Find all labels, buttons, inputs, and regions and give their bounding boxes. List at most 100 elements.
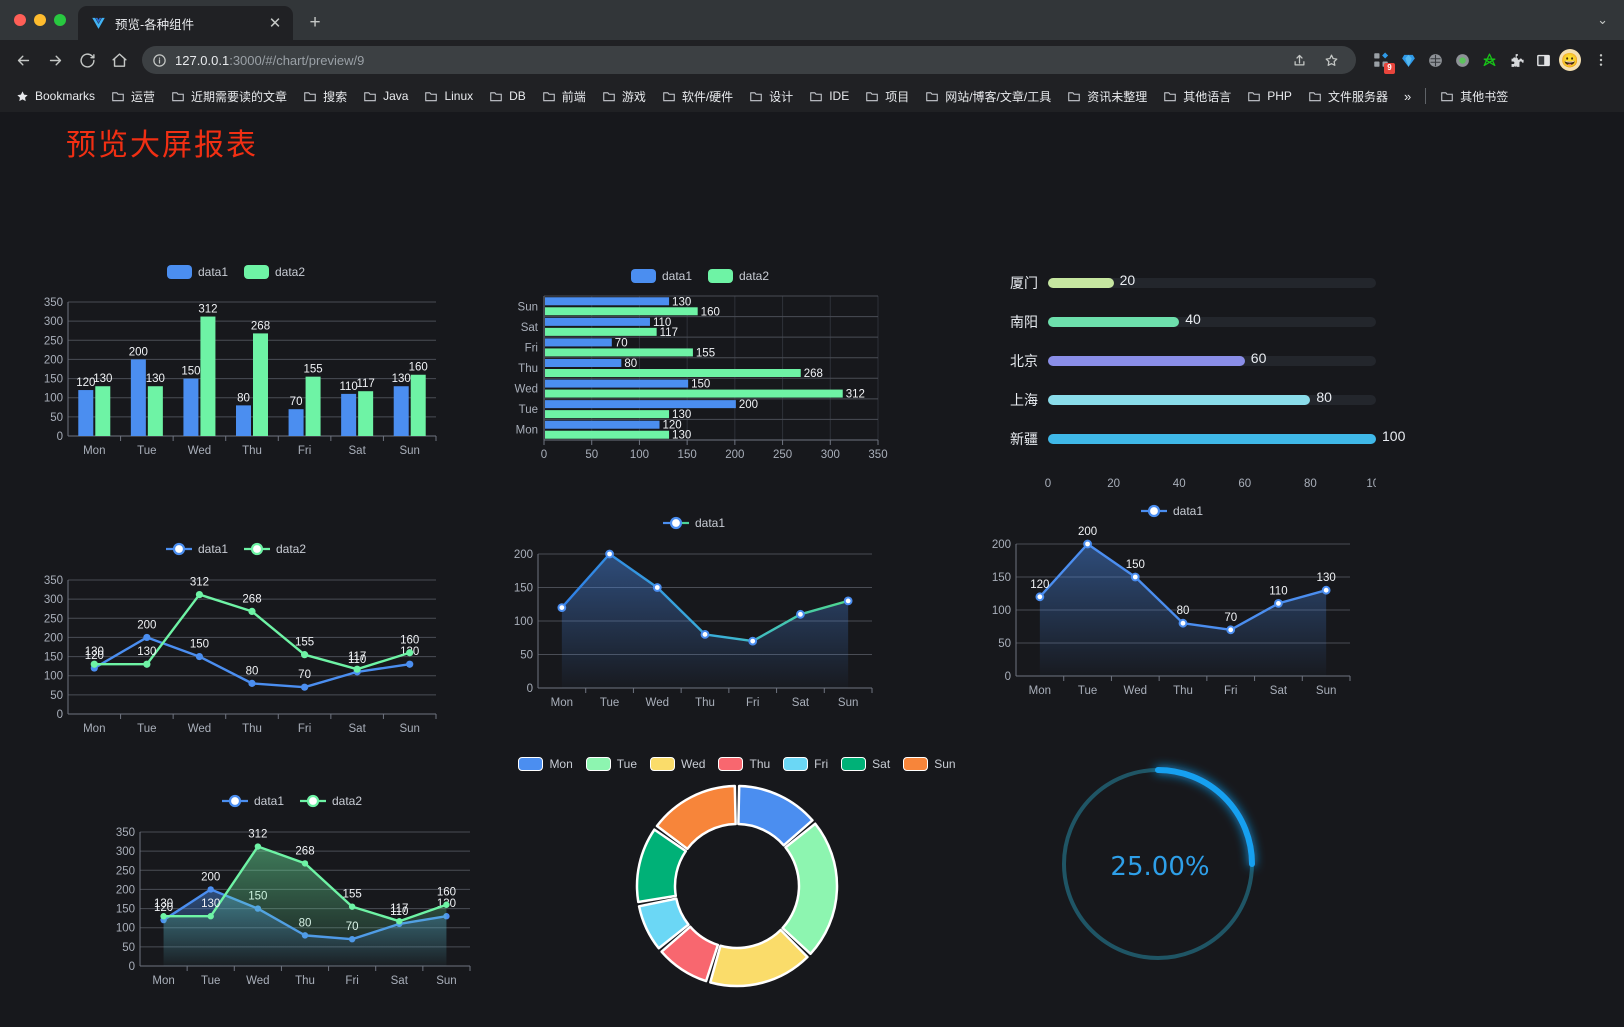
puzzle-icon[interactable] [1505, 49, 1527, 71]
profile-avatar[interactable]: 😀 [1559, 49, 1581, 71]
three-dot-menu-icon[interactable] [1586, 45, 1616, 75]
data-point[interactable] [1226, 625, 1236, 635]
bar[interactable] [341, 393, 357, 436]
side-panel-icon[interactable] [1532, 49, 1554, 71]
maximize-window-button[interactable] [54, 14, 66, 26]
pie-slice[interactable] [660, 925, 720, 983]
extensions-grid-icon[interactable]: 9 [1370, 49, 1395, 74]
data-point[interactable] [207, 886, 214, 893]
share-icon[interactable] [1284, 45, 1314, 75]
legend-item-mon[interactable]: Mon [518, 757, 573, 771]
data-point[interactable] [301, 860, 309, 867]
legend-item-data1[interactable]: data1 [1140, 504, 1203, 518]
data-point[interactable] [843, 596, 853, 606]
data-point[interactable] [195, 652, 204, 661]
bar[interactable] [545, 400, 736, 409]
home-icon[interactable] [104, 45, 134, 75]
data-point[interactable] [348, 903, 356, 910]
bar[interactable] [545, 327, 657, 336]
progress-track[interactable]: 60 [1048, 350, 1376, 366]
bookmark-folder[interactable]: 搜索 [295, 85, 355, 108]
bar[interactable] [147, 386, 163, 436]
site-info-icon[interactable] [152, 53, 167, 68]
legend-item-sat[interactable]: Sat [841, 757, 890, 771]
bar[interactable] [545, 369, 801, 377]
pie-slice[interactable] [709, 928, 809, 988]
data-point[interactable] [254, 843, 262, 850]
data-point[interactable] [796, 609, 805, 619]
bar[interactable] [545, 359, 622, 367]
data-point[interactable] [1321, 585, 1331, 595]
data-point[interactable] [90, 660, 98, 668]
data-point[interactable] [248, 679, 256, 687]
data-point[interactable] [248, 607, 256, 615]
data-point[interactable] [353, 665, 361, 673]
data-point[interactable] [300, 651, 309, 659]
bookmark-folder[interactable]: Linux [416, 86, 481, 106]
progress-track[interactable]: 40 [1048, 311, 1376, 327]
legend-item-data2[interactable]: data2 [244, 265, 305, 279]
atom-icon[interactable] [1424, 49, 1446, 71]
bar[interactable] [305, 376, 321, 436]
tab-list-chevron-down-icon[interactable]: ⌄ [1597, 12, 1608, 27]
pie-slice[interactable] [781, 822, 839, 956]
bookmark-folder[interactable]: 软件/硬件 [654, 85, 741, 108]
data-point[interactable] [748, 636, 758, 646]
browser-tab[interactable]: 预览-各种组件 ✕ [78, 6, 293, 40]
bar[interactable] [130, 359, 146, 436]
bar[interactable] [183, 378, 199, 436]
close-window-button[interactable] [14, 14, 26, 26]
data-point[interactable] [1178, 618, 1188, 628]
progress-track[interactable]: 100 [1048, 428, 1405, 444]
data-point[interactable] [1130, 572, 1140, 582]
bar[interactable] [545, 338, 612, 347]
data-point[interactable] [1083, 539, 1092, 549]
bar[interactable] [545, 389, 843, 398]
bar[interactable] [200, 316, 216, 436]
bar[interactable] [545, 410, 670, 419]
legend-item-sun[interactable]: Sun [903, 757, 956, 771]
bookmark-folder[interactable]: 文件服务器 [1300, 85, 1396, 108]
bookmark-folder[interactable]: Java [355, 86, 416, 106]
bar[interactable] [78, 390, 94, 436]
bookmark-folder[interactable]: 设计 [741, 85, 801, 108]
bookmarks-overflow-button[interactable]: » [1403, 88, 1412, 104]
legend-item-data1[interactable]: data1 [662, 516, 725, 530]
address-bar[interactable]: 127.0.0.1:3000/#/chart/preview/9 [142, 46, 1356, 74]
legend-item-data1[interactable]: data1 [166, 265, 228, 279]
data-point[interactable] [300, 683, 309, 691]
bar[interactable] [410, 374, 426, 436]
pie-slice[interactable] [655, 784, 737, 851]
pie-slice[interactable] [737, 784, 814, 847]
new-tab-button[interactable]: + [309, 12, 321, 33]
bar[interactable] [358, 391, 374, 436]
legend-item-thu[interactable]: Thu [718, 757, 770, 771]
bookmark-folder[interactable]: 前端 [534, 85, 594, 108]
progress-track[interactable]: 20 [1048, 272, 1376, 288]
data-point[interactable] [195, 590, 204, 599]
minimize-window-button[interactable] [34, 14, 46, 26]
bar[interactable] [393, 386, 409, 436]
bookmarks-root[interactable]: Bookmarks [8, 86, 103, 106]
bar[interactable] [545, 297, 670, 306]
data-point[interactable] [605, 549, 614, 559]
bookmark-folder[interactable]: 近期需要读的文章 [163, 85, 295, 108]
bar[interactable] [545, 307, 698, 316]
legend-item-wed[interactable]: Wed [650, 757, 705, 771]
other-bookmarks-folder[interactable]: 其他书签 [1432, 85, 1516, 108]
bookmark-folder[interactable]: IDE [801, 86, 857, 106]
pie-slice[interactable] [637, 897, 690, 950]
data-point[interactable] [406, 649, 414, 657]
legend-item-data2[interactable]: data2 [708, 269, 769, 283]
bookmark-folder[interactable]: DB [481, 86, 534, 106]
bookmark-folder[interactable]: 游戏 [594, 85, 654, 108]
close-tab-button[interactable]: ✕ [268, 14, 282, 32]
bookmark-star-icon[interactable] [1316, 45, 1346, 75]
forward-arrow-icon[interactable] [40, 45, 70, 75]
bar[interactable] [545, 379, 689, 388]
bookmark-folder[interactable]: 运营 [103, 85, 163, 108]
bookmark-folder[interactable]: 项目 [857, 85, 917, 108]
progress-track[interactable]: 80 [1048, 389, 1376, 405]
legend-item-tue[interactable]: Tue [585, 757, 637, 771]
bar[interactable] [545, 317, 650, 326]
